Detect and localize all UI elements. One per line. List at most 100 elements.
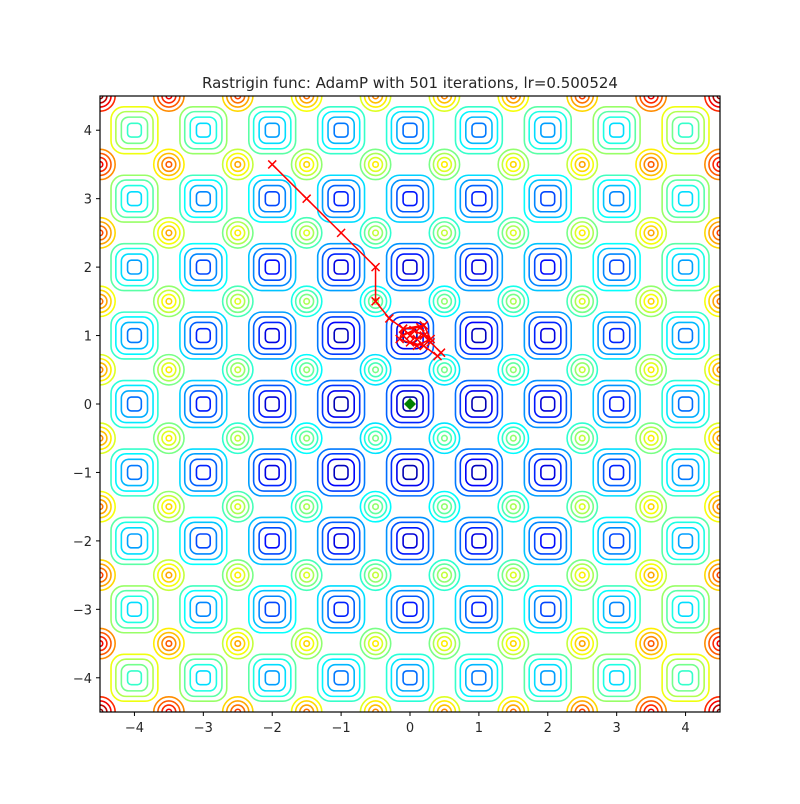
contour-ring xyxy=(248,585,297,634)
path-marker xyxy=(371,262,381,272)
contour-ring xyxy=(464,663,493,692)
x-tick-label: 2 xyxy=(544,721,552,736)
contour-ring xyxy=(501,563,526,587)
contour-ring xyxy=(294,700,319,712)
contour-ring xyxy=(677,259,694,275)
contour-ring xyxy=(716,229,720,237)
contour-ring xyxy=(385,516,435,566)
contour-ring xyxy=(432,700,457,712)
contour-ring xyxy=(294,563,319,587)
contour-ring xyxy=(459,316,499,355)
contour-ring xyxy=(464,321,493,350)
contour-ring xyxy=(574,567,590,583)
contour-ring xyxy=(258,526,287,555)
contour-ring xyxy=(533,253,562,281)
contour-ring xyxy=(120,253,149,281)
contour-ring xyxy=(661,653,710,702)
contour-ring xyxy=(505,635,522,652)
contour-ring xyxy=(165,366,173,374)
x-tick-label: −1 xyxy=(332,721,351,736)
path-marker xyxy=(426,337,436,347)
contour-ring xyxy=(464,116,493,145)
contour-ring xyxy=(440,639,449,648)
path-marker xyxy=(419,341,429,351)
contour-ring xyxy=(179,516,228,566)
contour-ring xyxy=(597,110,637,150)
contour-ring xyxy=(574,225,590,241)
contour-ring xyxy=(432,96,457,108)
contour-ring xyxy=(165,639,173,648)
contour-ring xyxy=(661,585,710,634)
contour-ring xyxy=(152,216,185,249)
contour-ring xyxy=(523,106,572,155)
contour-ring xyxy=(179,585,228,634)
contour-ring xyxy=(666,658,705,698)
contour-ring xyxy=(303,160,311,168)
contour-ring xyxy=(540,670,556,686)
contour-ring xyxy=(464,390,493,418)
contour-ring xyxy=(643,498,659,515)
contour-ring xyxy=(161,225,177,241)
contour-ring xyxy=(570,563,595,587)
contour-ring xyxy=(230,225,246,241)
contour-ring xyxy=(115,658,154,698)
contour-ring xyxy=(666,589,705,629)
contour-ring xyxy=(234,434,242,442)
contour-ring xyxy=(100,285,116,318)
contour-ring xyxy=(316,448,366,497)
contour-ring xyxy=(303,434,311,442)
contour-ring xyxy=(221,285,254,318)
contour-ring xyxy=(234,639,242,648)
contour-ring xyxy=(230,362,246,378)
contour-ring xyxy=(523,174,572,223)
contour-ring xyxy=(440,434,449,442)
contour-ring xyxy=(234,229,242,237)
contour-ring xyxy=(390,247,430,287)
contour-ring xyxy=(225,357,250,382)
contour-ring xyxy=(363,494,388,519)
contour-ring xyxy=(716,297,720,305)
contour-ring xyxy=(333,122,349,138)
contour-ring xyxy=(509,229,517,237)
contour-ring xyxy=(647,160,655,168)
contour-ring xyxy=(396,595,424,624)
contour-ring xyxy=(225,289,250,314)
contour-ring xyxy=(639,357,663,382)
contour-ring xyxy=(179,379,228,429)
contour-ring xyxy=(303,503,311,511)
contour-ring xyxy=(234,708,242,712)
contour-ring xyxy=(100,563,112,587)
contour-ring xyxy=(643,156,659,173)
contour-ring xyxy=(157,357,181,382)
contour-ring xyxy=(333,464,349,481)
contour-ring xyxy=(189,321,218,350)
contour-ring xyxy=(509,160,517,168)
contour-ring xyxy=(661,174,710,223)
contour-ring xyxy=(471,396,487,412)
contour-ring xyxy=(647,366,655,374)
contour-ring xyxy=(608,327,625,344)
contour-ring xyxy=(505,293,522,310)
contour-ring xyxy=(294,96,319,108)
contour-ring xyxy=(359,148,392,181)
contour-ring xyxy=(390,384,430,424)
contour-ring xyxy=(321,521,361,561)
contour-ring xyxy=(371,229,380,237)
path-marker xyxy=(336,228,346,238)
contour-ring xyxy=(497,148,530,181)
contour-ring xyxy=(248,106,297,155)
contour-ring xyxy=(367,156,384,173)
contour-ring xyxy=(264,464,280,481)
contour-ring xyxy=(497,422,530,455)
contour-ring xyxy=(110,653,159,702)
contour-ring xyxy=(165,503,173,511)
contour-ring xyxy=(540,259,556,275)
contour-ring xyxy=(608,533,625,549)
contour-ring xyxy=(643,362,659,378)
contour-ring xyxy=(666,316,705,355)
contour-ring xyxy=(120,321,149,350)
path-marker xyxy=(384,313,394,323)
contour-ring xyxy=(454,174,504,223)
contour-ring xyxy=(363,426,388,451)
contour-ring xyxy=(321,384,361,424)
